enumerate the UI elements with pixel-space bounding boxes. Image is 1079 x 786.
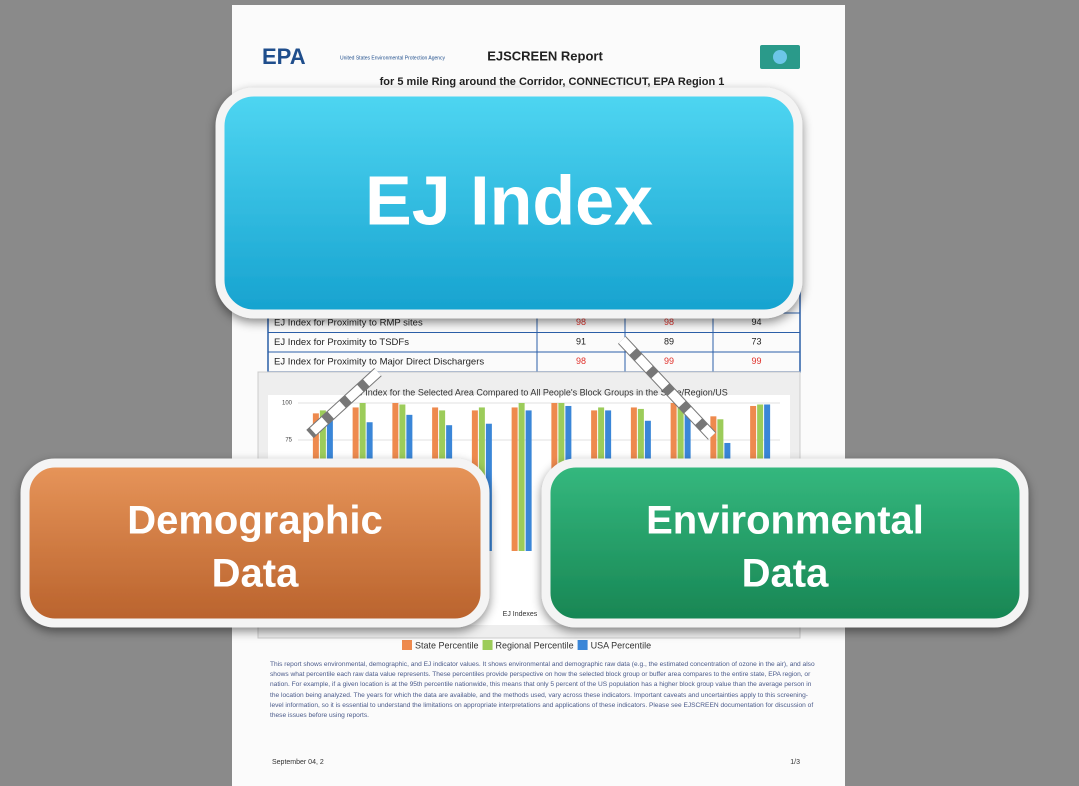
demographic-label: Data (212, 552, 299, 596)
ej-index-label: EJ Index (365, 161, 653, 239)
environmental-label: Environmental (646, 499, 924, 543)
demographic-label: Demographic (127, 499, 383, 543)
environmental-label: Data (742, 552, 829, 596)
demographic-box (25, 463, 485, 623)
environmental-box (546, 463, 1024, 623)
overlay: EJ Index Demographic Data Environmental … (0, 0, 1079, 786)
stage: EPA United States Environmental Protecti… (0, 0, 1079, 786)
